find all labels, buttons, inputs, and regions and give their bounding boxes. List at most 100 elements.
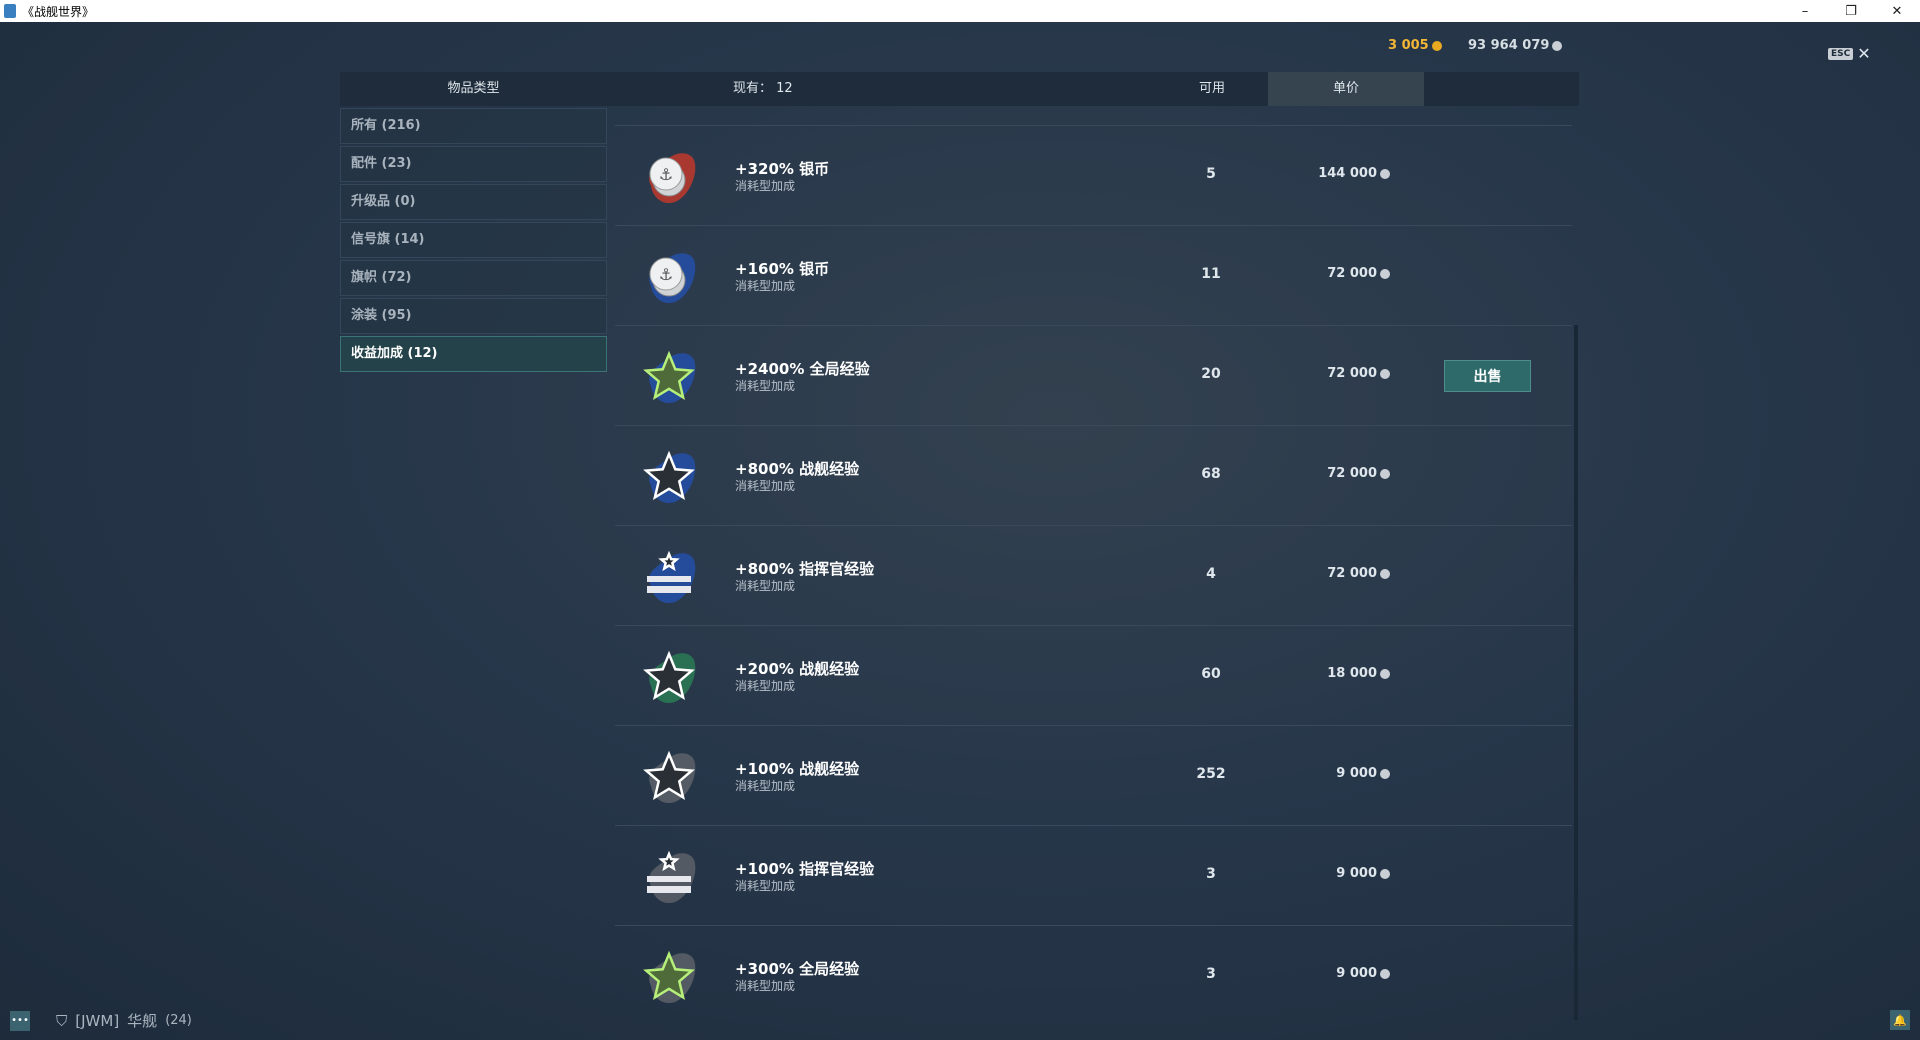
silver-coin-icon <box>1380 568 1390 579</box>
gold-amount: 3 005 <box>1388 38 1429 53</box>
item-type: 消耗型加成 <box>735 579 796 593</box>
price-value: 18 000 <box>1327 666 1377 681</box>
silver-amount: 93 964 079 <box>1468 38 1550 53</box>
silver-coin-icon <box>1380 768 1390 779</box>
price-value: 9 000 <box>1336 966 1377 981</box>
item-name: +300% 全局经验 <box>735 960 860 978</box>
restore-button[interactable]: ❐ <box>1845 3 1857 19</box>
item-price: 72 000 <box>1275 466 1390 481</box>
item-type: 消耗型加成 <box>735 479 796 493</box>
gold-balance: 3 005 <box>1388 38 1442 53</box>
price-value: 72 000 <box>1327 466 1377 481</box>
sidebar-item[interactable]: 所有 (216) <box>340 108 607 144</box>
header-owned-count: 现有： 12 <box>733 81 793 96</box>
sidebar-item[interactable]: 信号旗 (14) <box>340 222 607 258</box>
item-price: 72 000 <box>1275 266 1390 281</box>
sidebar-item[interactable]: 配件 (23) <box>340 146 607 182</box>
sidebar-item[interactable]: 收益加成 (12) <box>340 336 607 372</box>
item-name: +160% 银币 <box>735 260 830 278</box>
item-count: 252 <box>1196 766 1226 782</box>
category-sidebar: 所有 (216) 配件 (23) 升级品 (0) 信号旗 (14) 旗帜 (72) 涂装 … <box>340 108 607 374</box>
sidebar-item[interactable]: 升级品 (0) <box>340 184 607 220</box>
item-price: 72 000 <box>1275 366 1390 381</box>
item-name: +100% 战舰经验 <box>735 760 860 778</box>
item-row[interactable]: ⚓ +160% 银币 消耗型加成 11 72 000 <box>615 225 1572 325</box>
item-row[interactable]: +800% 战舰经验 消耗型加成 68 72 000 <box>615 425 1572 525</box>
title-bar: 《战舰世界》 – ❐ ✕ <box>0 0 1920 22</box>
item-price: 9 000 <box>1275 966 1390 981</box>
silver-balance: 93 964 079 <box>1468 38 1563 53</box>
notification-bell-icon[interactable]: 🔔 <box>1890 1010 1910 1030</box>
svg-text:⚓: ⚓ <box>659 265 673 284</box>
item-row[interactable]: +100% 指挥官经验 消耗型加成 3 9 000 <box>615 825 1572 925</box>
clan-tag: [JWM] <box>75 1011 120 1030</box>
item-price: 9 000 <box>1275 866 1390 881</box>
chat-icon[interactable]: ••• <box>10 1010 30 1031</box>
silver-coin-icon <box>1380 868 1390 879</box>
item-price: 18 000 <box>1275 666 1390 681</box>
item-type: 消耗型加成 <box>735 279 796 293</box>
esc-key-icon: ESC <box>1828 47 1854 60</box>
item-row[interactable]: +300% 全局经验 消耗型加成 3 9 000 <box>615 925 1572 1025</box>
silver-coin-icon <box>1380 668 1390 679</box>
footer: ••• ⛉ [JWM] 华舰 (24) <box>10 1010 192 1031</box>
item-type: 消耗型加成 <box>735 179 796 193</box>
esc-close-button[interactable]: ESC ✕ <box>1828 44 1871 63</box>
gold-coin-icon <box>1431 40 1442 51</box>
item-count: 20 <box>1201 366 1221 382</box>
item-row[interactable]: ⚓ +320% 银币 消耗型加成 5 144 000 <box>615 125 1572 225</box>
item-name: +800% 指挥官经验 <box>735 560 875 578</box>
minimize-button[interactable]: – <box>1801 3 1809 19</box>
close-icon[interactable]: ✕ <box>1857 44 1871 63</box>
sidebar-item[interactable]: 涂装 (95) <box>340 298 607 334</box>
window-title: 《战舰世界》 <box>22 4 95 19</box>
item-row[interactable]: +800% 指挥官经验 消耗型加成 4 72 000 <box>615 525 1572 625</box>
star-xp-icon <box>639 346 699 406</box>
silver-coin-icon <box>1380 968 1390 979</box>
commander-xp-icon <box>639 846 699 906</box>
close-window-button[interactable]: ✕ <box>1891 3 1903 19</box>
header-unit-price[interactable]: 单价 <box>1268 72 1424 106</box>
sell-button[interactable]: 出售 <box>1444 360 1531 392</box>
item-type: 消耗型加成 <box>735 379 796 393</box>
item-row[interactable]: +200% 战舰经验 消耗型加成 60 18 000 <box>615 625 1572 725</box>
silver-coin-icon <box>1380 168 1390 179</box>
silver-coin-icon <box>1380 268 1390 279</box>
price-value: 72 000 <box>1327 266 1377 281</box>
star-xp-icon <box>639 646 699 706</box>
item-count: 5 <box>1206 166 1216 182</box>
item-type: 消耗型加成 <box>735 779 796 793</box>
item-count: 68 <box>1201 466 1221 482</box>
price-value: 72 000 <box>1327 566 1377 581</box>
item-count: 60 <box>1201 666 1221 682</box>
header-available[interactable]: 可用 <box>1198 81 1225 96</box>
clan-shield-icon: ⛉ <box>56 1011 68 1030</box>
sidebar-item[interactable]: 旗帜 (72) <box>340 260 607 296</box>
item-price: 144 000 <box>1275 166 1390 181</box>
scrollbar[interactable] <box>1574 325 1578 1020</box>
price-value: 144 000 <box>1318 166 1377 181</box>
item-count: 11 <box>1201 266 1221 282</box>
price-value: 9 000 <box>1336 866 1377 881</box>
item-row[interactable]: +2400% 全局经验 消耗型加成 20 72 000 出售 <box>615 325 1572 425</box>
item-price: 72 000 <box>1275 566 1390 581</box>
player-level: (24) <box>165 1013 192 1028</box>
app-icon <box>4 4 16 18</box>
item-row[interactable]: +100% 战舰经验 消耗型加成 252 9 000 <box>615 725 1572 825</box>
item-name: +200% 战舰经验 <box>735 660 860 678</box>
star-xp-icon <box>639 946 699 1006</box>
svg-text:⚓: ⚓ <box>659 165 673 184</box>
item-count: 4 <box>1206 566 1216 582</box>
item-count: 3 <box>1206 866 1216 882</box>
star-xp-icon <box>639 446 699 506</box>
item-name: +2400% 全局经验 <box>735 360 870 378</box>
item-price: 9 000 <box>1275 766 1390 781</box>
item-name: +800% 战舰经验 <box>735 460 860 478</box>
item-name: +320% 银币 <box>735 160 830 178</box>
item-count: 3 <box>1206 966 1216 982</box>
silver-coins-icon: ⚓ <box>639 146 699 206</box>
silver-coins-icon: ⚓ <box>639 246 699 306</box>
price-value: 9 000 <box>1336 766 1377 781</box>
table-header: 物品类型 现有： 12 可用 单价 <box>340 72 1579 106</box>
star-xp-icon <box>639 746 699 806</box>
